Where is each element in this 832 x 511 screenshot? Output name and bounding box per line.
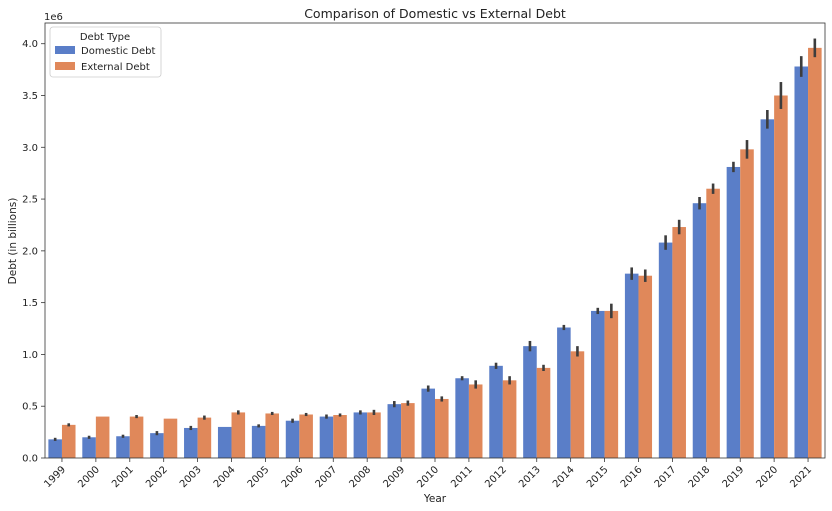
bar-external-2012 bbox=[502, 380, 517, 458]
x-tick-label: 2013 bbox=[517, 464, 543, 490]
y-tick-label: 0.5 bbox=[22, 402, 38, 413]
bar-external-2018 bbox=[706, 188, 720, 458]
x-tick-label: 2012 bbox=[483, 464, 509, 490]
bar-external-1999 bbox=[61, 424, 76, 458]
bar-domestic-2006 bbox=[285, 420, 300, 458]
y-tick-label: 4.0 bbox=[22, 39, 38, 50]
bar-domestic-2000 bbox=[82, 437, 96, 458]
bar-external-2008 bbox=[367, 412, 381, 458]
legend-swatch-external bbox=[55, 62, 75, 70]
bar-external-2014 bbox=[570, 351, 585, 458]
x-tick-label: 2011 bbox=[449, 464, 475, 490]
bar-external-2013 bbox=[536, 367, 551, 458]
x-tick-label: 2021 bbox=[788, 464, 814, 490]
legend-box bbox=[49, 26, 162, 78]
y-axis-label: Debt (in billions) bbox=[7, 198, 19, 285]
y-tick-label: 1.5 bbox=[22, 298, 38, 309]
x-tick-label: 2006 bbox=[280, 464, 306, 490]
bar-external-2000 bbox=[95, 416, 110, 458]
x-tick-label: 2004 bbox=[212, 464, 238, 490]
error-bars-group bbox=[53, 38, 817, 441]
x-tick-label: 2003 bbox=[178, 464, 204, 490]
bar-domestic-2014 bbox=[557, 327, 571, 458]
chart-title: Comparison of Domestic vs External Debt bbox=[304, 6, 566, 21]
y-tick-label: 0.0 bbox=[22, 454, 38, 465]
bar-external-2020 bbox=[774, 95, 788, 458]
plot-frame bbox=[44, 22, 826, 459]
bar-domestic-2011 bbox=[455, 378, 469, 458]
bar-external-2004 bbox=[231, 412, 246, 458]
bar-domestic-2004 bbox=[217, 426, 232, 458]
bar-external-2007 bbox=[333, 415, 347, 458]
y-axis: 0.0 0.5 1.0 1.5 2.0 2.5 3.0 3.5 4.0 bbox=[22, 39, 45, 465]
legend-title: Debt Type bbox=[80, 32, 130, 43]
x-tick-label: 1999 bbox=[42, 464, 68, 490]
y-tick-label: 1.0 bbox=[22, 350, 38, 361]
y-tick-label: 3.0 bbox=[22, 143, 38, 154]
legend-label-domestic: Domestic Debt bbox=[81, 46, 155, 57]
legend-swatch-domestic bbox=[55, 46, 75, 54]
bar-external-2005 bbox=[265, 413, 279, 458]
bar-domestic-2009 bbox=[387, 404, 402, 458]
x-tick-label: 2001 bbox=[110, 464, 136, 490]
x-axis: 1999 2000 2001 2002 2003 2004 2005 2006 2007 2008… bbox=[42, 458, 814, 490]
bar-external-2001 bbox=[129, 416, 144, 458]
bar-domestic-2010 bbox=[421, 388, 435, 458]
x-tick-label: 2014 bbox=[551, 464, 577, 490]
bar-domestic-2018 bbox=[692, 203, 707, 458]
legend: Debt Type Domestic Debt External Debt bbox=[49, 26, 162, 78]
bar-domestic-2021 bbox=[794, 66, 809, 458]
bar-domestic-2013 bbox=[523, 346, 537, 458]
y-axis-offset-label: 1e6 bbox=[44, 12, 63, 23]
bar-external-2010 bbox=[435, 398, 449, 458]
x-tick-label: 2009 bbox=[381, 464, 407, 490]
x-tick-label: 2020 bbox=[754, 464, 780, 490]
bar-external-2017 bbox=[672, 227, 686, 458]
bar-external-2003 bbox=[197, 417, 212, 458]
bar-domestic-2019 bbox=[726, 166, 741, 458]
x-tick-label: 2017 bbox=[653, 464, 679, 490]
x-tick-label: 2005 bbox=[246, 464, 272, 490]
bar-external-2006 bbox=[299, 414, 313, 458]
bar-external-2011 bbox=[468, 384, 483, 458]
bar-domestic-2005 bbox=[251, 425, 266, 458]
x-tick-label: 2019 bbox=[721, 464, 747, 490]
bar-external-2016 bbox=[638, 275, 653, 458]
x-tick-label: 2018 bbox=[687, 464, 713, 490]
bar-external-2009 bbox=[401, 403, 415, 458]
legend-label-external: External Debt bbox=[81, 62, 150, 73]
bar-domestic-2015 bbox=[591, 310, 605, 458]
bars-group bbox=[48, 47, 822, 459]
x-tick-label: 2008 bbox=[348, 464, 374, 490]
bar-external-2002 bbox=[163, 418, 178, 458]
bar-domestic-2016 bbox=[624, 273, 639, 458]
x-axis-label: Year bbox=[423, 493, 447, 505]
bar-domestic-2007 bbox=[319, 416, 334, 458]
bar-domestic-2017 bbox=[658, 242, 673, 458]
bar-domestic-2012 bbox=[489, 365, 503, 458]
bar-domestic-1999 bbox=[48, 439, 62, 458]
x-tick-label: 2002 bbox=[144, 464, 170, 490]
bar-domestic-2008 bbox=[353, 412, 368, 458]
x-tick-label: 2016 bbox=[619, 464, 645, 490]
x-tick-label: 2015 bbox=[585, 464, 611, 490]
bar-domestic-2003 bbox=[184, 427, 198, 458]
x-tick-label: 2010 bbox=[415, 464, 441, 490]
bar-domestic-2001 bbox=[116, 436, 130, 458]
y-tick-label: 3.5 bbox=[22, 91, 38, 102]
bar-domestic-2002 bbox=[150, 433, 164, 458]
x-tick-label: 2000 bbox=[76, 464, 102, 490]
y-tick-label: 2.5 bbox=[22, 195, 38, 206]
bar-external-2021 bbox=[808, 47, 822, 458]
bar-external-2015 bbox=[604, 310, 619, 458]
bar-domestic-2020 bbox=[760, 119, 775, 459]
y-tick-label: 2.0 bbox=[22, 246, 38, 257]
bar-external-2019 bbox=[740, 149, 754, 458]
x-tick-label: 2007 bbox=[314, 464, 340, 490]
